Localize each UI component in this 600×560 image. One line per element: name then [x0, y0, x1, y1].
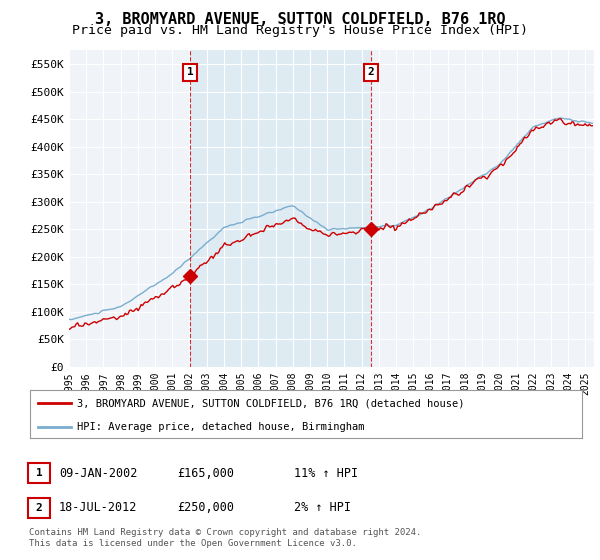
Text: Price paid vs. HM Land Registry's House Price Index (HPI): Price paid vs. HM Land Registry's House …: [72, 24, 528, 37]
Text: 3, BROMYARD AVENUE, SUTTON COLDFIELD, B76 1RQ (detached house): 3, BROMYARD AVENUE, SUTTON COLDFIELD, B7…: [77, 398, 464, 408]
Text: HPI: Average price, detached house, Birmingham: HPI: Average price, detached house, Birm…: [77, 422, 364, 432]
Text: 3, BROMYARD AVENUE, SUTTON COLDFIELD, B76 1RQ: 3, BROMYARD AVENUE, SUTTON COLDFIELD, B7…: [95, 12, 505, 27]
Text: 1: 1: [35, 468, 43, 478]
Text: 09-JAN-2002: 09-JAN-2002: [59, 466, 137, 480]
Text: 18-JUL-2012: 18-JUL-2012: [59, 501, 137, 515]
Text: 2: 2: [35, 503, 43, 513]
Text: 11% ↑ HPI: 11% ↑ HPI: [294, 466, 358, 480]
Text: 1: 1: [187, 67, 193, 77]
Text: 2: 2: [368, 67, 374, 77]
Text: 2% ↑ HPI: 2% ↑ HPI: [294, 501, 351, 515]
Bar: [190, 50, 371, 367]
Text: Contains HM Land Registry data © Crown copyright and database right 2024.
This d: Contains HM Land Registry data © Crown c…: [29, 528, 421, 548]
Text: £165,000: £165,000: [177, 466, 234, 480]
Text: £250,000: £250,000: [177, 501, 234, 515]
